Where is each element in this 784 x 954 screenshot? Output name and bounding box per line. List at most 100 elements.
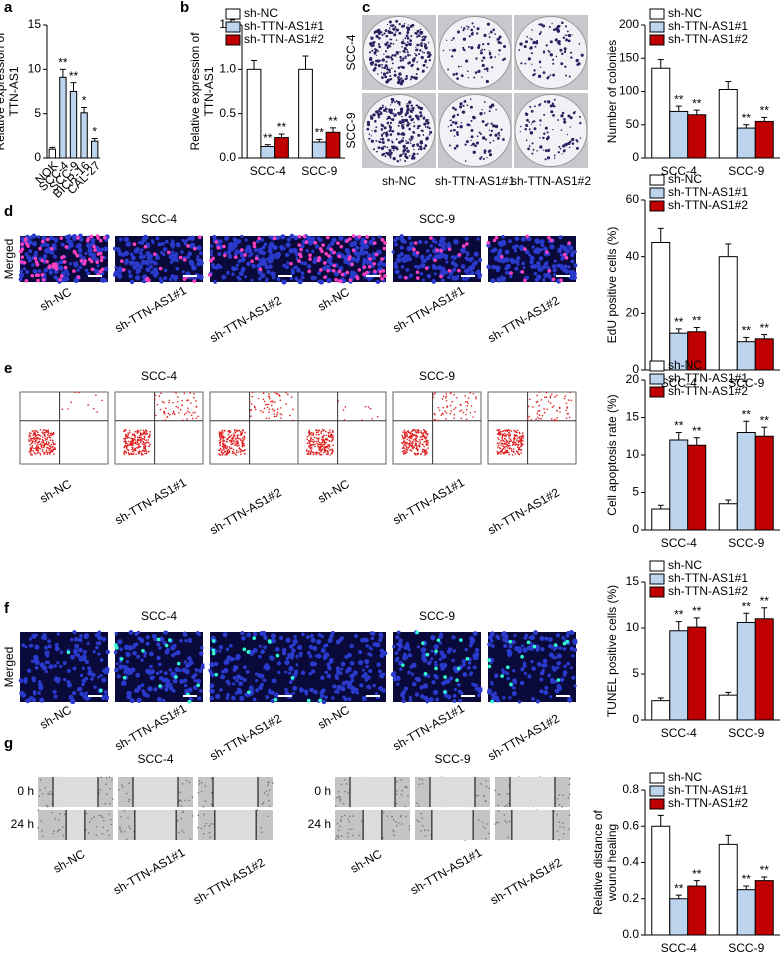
nucleus xyxy=(31,676,36,681)
event xyxy=(314,452,316,454)
cell xyxy=(44,787,46,789)
event xyxy=(465,408,468,411)
event xyxy=(44,437,46,440)
nucleus xyxy=(352,271,357,275)
colony xyxy=(398,31,402,35)
positive-cell xyxy=(525,234,530,239)
legend-label: sh-TTN-AS1#1 xyxy=(668,571,748,585)
nucleus xyxy=(248,685,254,691)
colony xyxy=(485,67,489,71)
positive-cell xyxy=(374,252,379,257)
nucleus xyxy=(96,264,100,268)
event xyxy=(240,438,242,440)
event xyxy=(271,408,274,410)
nucleus xyxy=(319,693,325,699)
event xyxy=(504,443,506,446)
nucleus xyxy=(553,273,557,277)
positive-cell xyxy=(351,248,356,253)
event xyxy=(39,443,41,446)
colony xyxy=(532,42,535,45)
nucleus xyxy=(84,691,88,695)
nucleus xyxy=(64,276,70,282)
nucleus xyxy=(542,278,546,282)
colony xyxy=(410,157,414,160)
event xyxy=(241,437,244,439)
nucleus xyxy=(549,695,553,699)
positive-cell xyxy=(62,260,67,264)
nucleus xyxy=(465,250,469,254)
colony xyxy=(399,82,403,86)
nucleus xyxy=(172,643,177,648)
nucleus xyxy=(284,687,288,692)
event xyxy=(508,444,510,447)
event xyxy=(50,443,53,446)
nucleus xyxy=(225,696,230,700)
event xyxy=(442,395,445,398)
colony xyxy=(383,126,387,130)
nucleus xyxy=(472,631,478,637)
event xyxy=(221,449,223,452)
nucleus xyxy=(160,250,164,255)
legend-label: sh-NC xyxy=(668,172,702,186)
nucleus xyxy=(408,698,413,703)
colony xyxy=(563,118,566,121)
cell xyxy=(269,805,271,807)
nucleus xyxy=(292,685,298,691)
nucleus xyxy=(442,236,446,240)
colony xyxy=(539,145,543,149)
event xyxy=(509,447,511,450)
event xyxy=(243,435,246,438)
colony xyxy=(406,37,410,40)
nucleus xyxy=(291,691,295,695)
event xyxy=(450,410,452,412)
nucleus xyxy=(407,648,411,652)
event xyxy=(556,417,558,419)
event xyxy=(556,409,558,412)
positive-cell xyxy=(92,244,96,249)
nucleus xyxy=(358,650,363,655)
colony xyxy=(371,61,375,64)
colony xyxy=(481,76,483,78)
event xyxy=(444,410,446,413)
cell xyxy=(179,799,181,801)
nucleus xyxy=(99,673,103,678)
event xyxy=(563,397,566,400)
nucleus xyxy=(439,252,445,259)
event xyxy=(33,433,35,435)
event xyxy=(43,452,45,455)
colony xyxy=(501,58,505,62)
positive-cell xyxy=(383,274,387,278)
nucleus xyxy=(425,698,430,703)
event xyxy=(454,406,457,409)
significance-label: ** xyxy=(277,120,287,134)
colony xyxy=(385,34,389,38)
nucleus xyxy=(193,679,197,683)
event xyxy=(48,449,51,452)
y-axis-label: EdU positive cells (%) xyxy=(605,227,619,344)
colony xyxy=(394,101,396,104)
positive-cell xyxy=(299,247,303,252)
colony xyxy=(388,27,391,29)
event xyxy=(327,432,330,434)
event xyxy=(288,414,291,417)
colony xyxy=(391,43,393,45)
positive-cell xyxy=(114,643,118,647)
nucleus xyxy=(517,700,522,704)
nucleus xyxy=(539,689,544,694)
nucleus xyxy=(494,673,499,679)
event xyxy=(513,429,515,432)
colony xyxy=(479,157,482,160)
nucleus xyxy=(158,276,163,281)
nucleus xyxy=(364,659,370,665)
nucleus xyxy=(245,244,252,251)
colony xyxy=(385,64,388,67)
nucleus xyxy=(209,688,214,693)
colony xyxy=(462,37,467,41)
positive-cell xyxy=(273,697,278,702)
positive-cell xyxy=(363,239,368,244)
nucleus xyxy=(441,680,446,686)
event xyxy=(32,434,34,437)
colony xyxy=(453,146,457,150)
colony xyxy=(455,144,459,148)
x-tick-label: SCC-4 xyxy=(661,164,697,178)
